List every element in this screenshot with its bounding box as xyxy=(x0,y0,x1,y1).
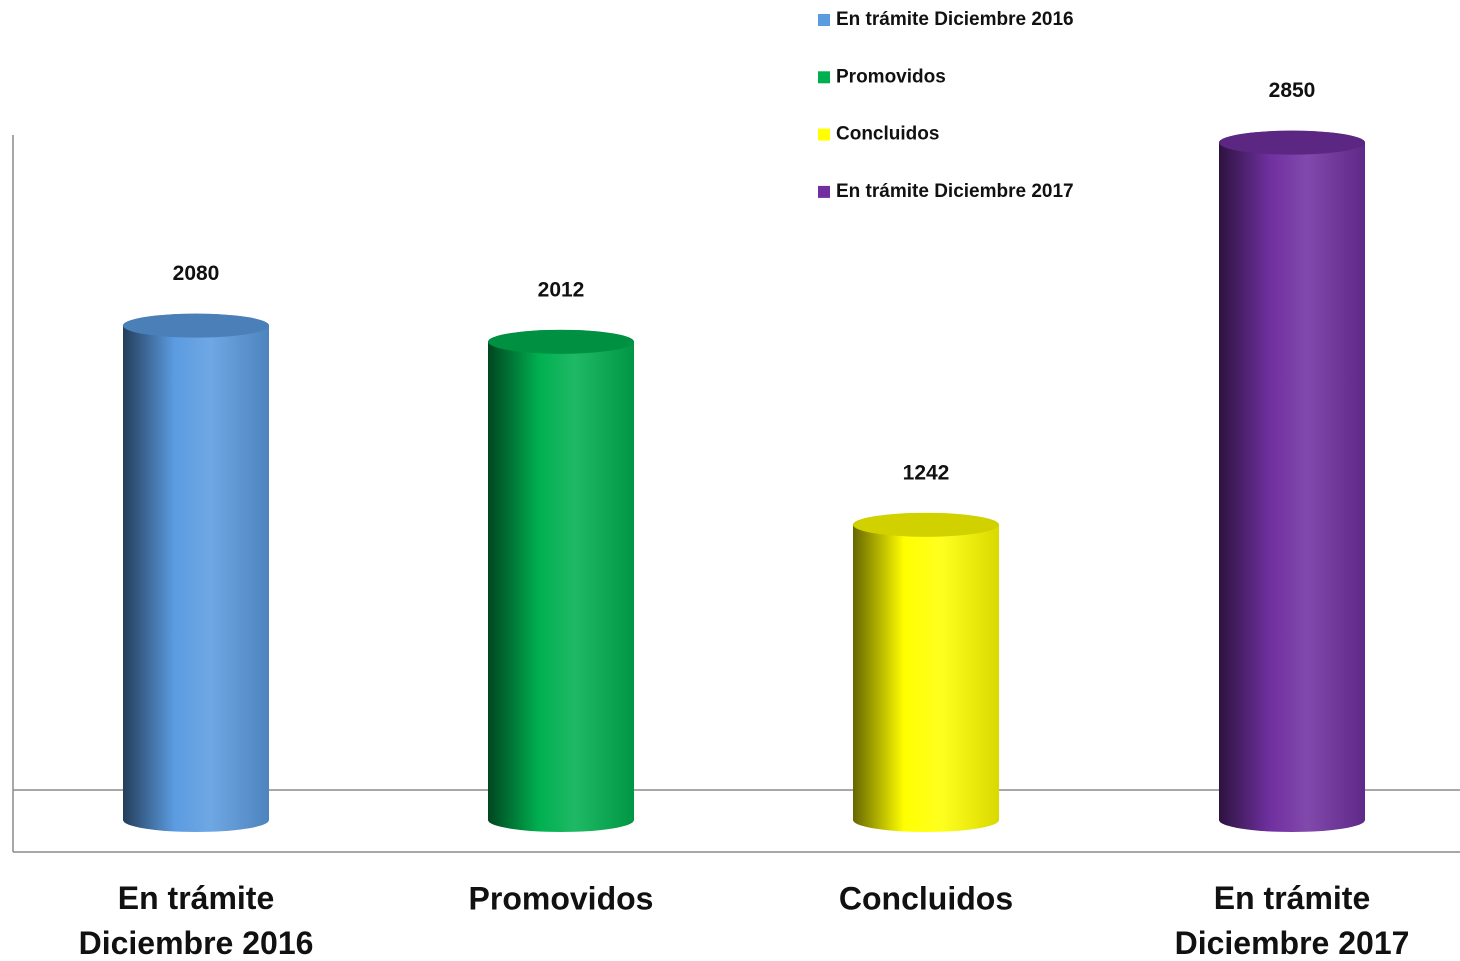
legend-swatch xyxy=(818,185,830,198)
bar-top xyxy=(488,329,634,354)
bar-top xyxy=(123,313,269,338)
bar xyxy=(853,512,999,832)
x-tick-label: En trámite Diciembre 2017 xyxy=(1175,880,1410,961)
legend-swatch xyxy=(818,71,830,84)
bar xyxy=(1219,130,1365,832)
value-label: 2080 xyxy=(173,262,220,285)
legend-label: En trámite Diciembre 2017 xyxy=(836,181,1074,202)
value-label: 2012 xyxy=(538,278,585,301)
legend-label: Concluidos xyxy=(836,124,939,145)
legend-label: Promovidos xyxy=(836,66,946,87)
x-tick-label: Promovidos xyxy=(469,880,654,916)
bar xyxy=(488,329,634,832)
legend-label: En trámite Diciembre 2016 xyxy=(836,9,1074,30)
bar-top xyxy=(853,512,999,537)
x-tick-label: En trámite Diciembre 2016 xyxy=(79,880,314,961)
value-label: 2850 xyxy=(1269,79,1316,102)
legend-swatch xyxy=(818,128,830,141)
bar-top xyxy=(1219,130,1365,155)
x-tick-label: Concluidos xyxy=(839,880,1013,916)
legend-swatch xyxy=(818,14,830,26)
bar xyxy=(123,313,269,832)
value-label: 1242 xyxy=(903,461,950,484)
